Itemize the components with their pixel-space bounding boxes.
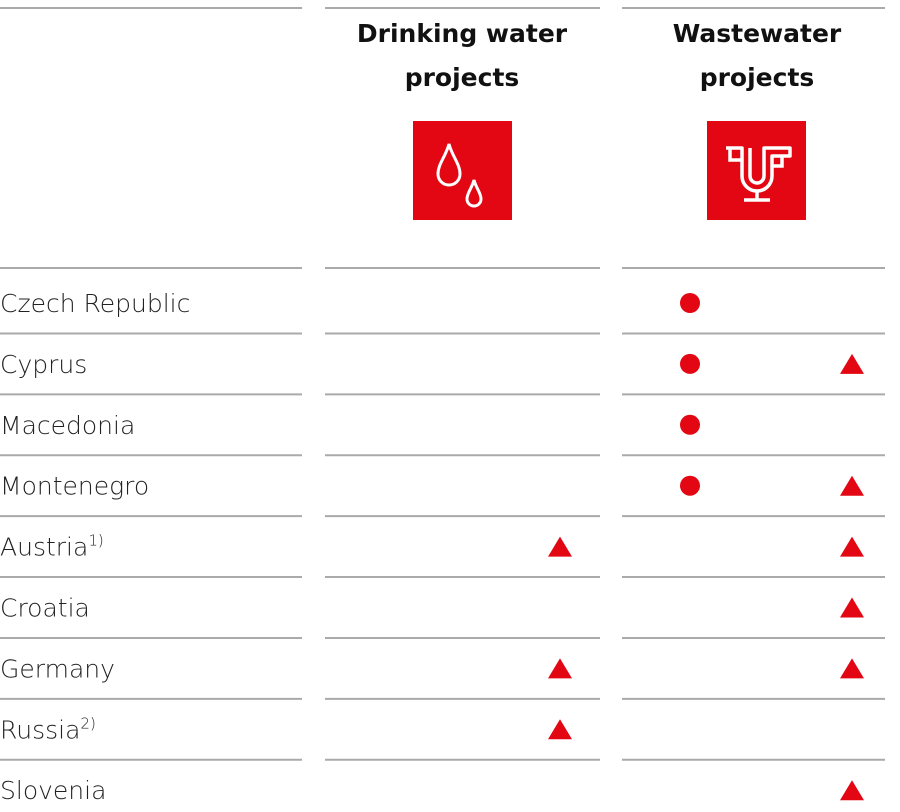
triangle-marker bbox=[840, 780, 864, 801]
country-name: Croatia bbox=[0, 594, 90, 623]
triangle-marker bbox=[840, 475, 864, 496]
country-name: Cyprus bbox=[0, 350, 87, 379]
circle-marker bbox=[680, 293, 700, 313]
footnote-mark: 2) bbox=[80, 714, 95, 732]
country-name: Macedonia bbox=[0, 411, 135, 440]
triangle-marker bbox=[840, 353, 864, 374]
country-name: Russia2) bbox=[0, 714, 96, 744]
triangle-marker bbox=[840, 658, 864, 679]
country-name: Czech Republic bbox=[0, 289, 190, 318]
country-name: Germany bbox=[0, 654, 115, 683]
triangle-marker bbox=[548, 658, 572, 679]
circle-marker bbox=[680, 353, 700, 374]
country-name: Austria1) bbox=[0, 532, 104, 562]
column-header: Wastewater projects bbox=[673, 19, 842, 92]
column-header: Drinking water projects bbox=[357, 19, 568, 92]
wastewater-icon bbox=[707, 121, 806, 220]
country-name: Slovenia bbox=[0, 776, 106, 805]
footnote-mark: 1) bbox=[88, 532, 103, 550]
country-name: Montenegro bbox=[0, 472, 149, 501]
circle-marker bbox=[680, 414, 700, 435]
triangle-marker bbox=[840, 597, 864, 618]
triangle-marker bbox=[840, 536, 864, 557]
circle-marker bbox=[680, 475, 700, 496]
triangle-marker bbox=[548, 536, 572, 557]
drinking-water-icon bbox=[413, 121, 512, 220]
triangle-marker bbox=[548, 719, 572, 740]
